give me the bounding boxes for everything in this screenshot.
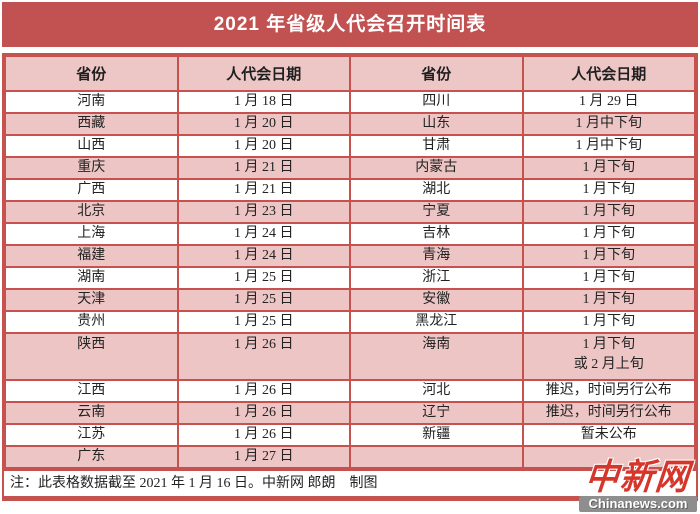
table-row: 江西 1 月 26 日河北 推迟，时间另行公布 [4, 379, 696, 403]
header-date-right: 人代会日期 [521, 55, 696, 92]
header-province-left: 省份 [4, 55, 179, 92]
province-cell: 海南 [349, 332, 524, 381]
table-frame: 省份 人代会日期 省份 人代会日期 河南 1 月 18 日四川 1 月 29 日西藏… [2, 53, 698, 501]
date-cell: 1 月 25 日 [176, 288, 351, 312]
chinanews-logo: 中新网 Chinanews.com [579, 455, 697, 512]
date-cell: 1 月 23 日 [176, 200, 351, 224]
schedule-table: 省份 人代会日期 省份 人代会日期 河南 1 月 18 日四川 1 月 29 日西藏… [4, 55, 696, 469]
province-cell: 江苏 [4, 423, 179, 447]
province-cell: 贵州 [4, 310, 179, 334]
province-cell: 青海 [349, 244, 524, 268]
chinanews-logo-chinese: 中新网 [583, 455, 693, 498]
table-body: 河南 1 月 18 日四川 1 月 29 日西藏 1 月 20 日山东 1 月中下旬 山西… [4, 90, 696, 469]
date-cell: 1 月下旬 [521, 266, 696, 290]
table-row: 山西 1 月 20 日甘肃 1 月中下旬 [4, 134, 696, 158]
date-cell: 1 月 29 日 [521, 90, 696, 114]
province-cell: 江西 [4, 379, 179, 403]
date-cell: 1 月 20 日 [176, 112, 351, 136]
province-cell: 黑龙江 [349, 310, 524, 334]
province-cell [349, 445, 524, 469]
table-row: 北京 1 月 23 日宁夏 1 月下旬 [4, 200, 696, 224]
province-cell: 上海 [4, 222, 179, 246]
date-cell: 推迟，时间另行公布 [521, 401, 696, 425]
date-cell: 1 月下旬 [521, 288, 696, 312]
province-cell: 云南 [4, 401, 179, 425]
table-row: 贵州 1 月 25 日黑龙江 1 月下旬 [4, 310, 696, 334]
province-cell: 新疆 [349, 423, 524, 447]
table-row: 福建 1 月 24 日青海 1 月下旬 [4, 244, 696, 268]
province-cell: 湖北 [349, 178, 524, 202]
table-row: 西藏 1 月 20 日山东 1 月中下旬 [4, 112, 696, 136]
table-row: 广西 1 月 21 日湖北 1 月下旬 [4, 178, 696, 202]
date-cell: 1 月 26 日 [176, 423, 351, 447]
province-cell: 宁夏 [349, 200, 524, 224]
table-row: 河南 1 月 18 日四川 1 月 29 日 [4, 90, 696, 114]
table-row: 天津 1 月 25 日安徽 1 月下旬 [4, 288, 696, 312]
date-cell: 1 月 24 日 [176, 244, 351, 268]
province-cell: 吉林 [349, 222, 524, 246]
date-cell: 1 月 21 日 [176, 178, 351, 202]
header-province-right: 省份 [349, 55, 524, 92]
province-cell: 北京 [4, 200, 179, 224]
province-cell: 西藏 [4, 112, 179, 136]
table-row: 重庆 1 月 21 日内蒙古 1 月下旬 [4, 156, 696, 180]
province-cell: 山西 [4, 134, 179, 158]
date-cell: 1 月 20 日 [176, 134, 351, 158]
page-title: 2021 年省级人代会召开时间表 [2, 2, 698, 47]
province-cell: 河北 [349, 379, 524, 403]
header-row: 省份 人代会日期 省份 人代会日期 [4, 55, 696, 92]
date-cell: 1 月 21 日 [176, 156, 351, 180]
province-cell: 天津 [4, 288, 179, 312]
table-row: 江苏 1 月 26 日新疆 暂未公布 [4, 423, 696, 447]
date-cell: 1 月 26 日 [176, 379, 351, 403]
date-cell: 1 月下旬 [521, 310, 696, 334]
date-cell: 1 月 26 日 [176, 332, 351, 381]
date-cell: 1 月下旬 [521, 156, 696, 180]
province-cell: 甘肃 [349, 134, 524, 158]
table-header: 省份 人代会日期 省份 人代会日期 [4, 55, 696, 92]
province-cell: 河南 [4, 90, 179, 114]
date-cell: 1 月 18 日 [176, 90, 351, 114]
date-cell: 1 月 27 日 [176, 445, 351, 469]
province-cell: 广东 [4, 445, 179, 469]
date-cell: 推迟，时间另行公布 [521, 379, 696, 403]
date-cell: 1 月 24 日 [176, 222, 351, 246]
province-cell: 辽宁 [349, 401, 524, 425]
date-cell: 1 月下旬 或 2 月上旬 [521, 332, 696, 381]
table-row: 广东 1 月 27 日 [4, 445, 696, 469]
footnote: 注：此表格数据截至 2021 年 1 月 16 日。中新网 郎朗 制图 [4, 469, 696, 496]
date-cell: 1 月下旬 [521, 178, 696, 202]
date-cell: 1 月 25 日 [176, 310, 351, 334]
province-cell: 广西 [4, 178, 179, 202]
province-cell: 重庆 [4, 156, 179, 180]
province-cell: 安徽 [349, 288, 524, 312]
date-cell: 1 月下旬 [521, 200, 696, 224]
table-row: 云南 1 月 26 日辽宁 推迟，时间另行公布 [4, 401, 696, 425]
date-cell: 1 月中下旬 [521, 112, 696, 136]
date-cell: 1 月下旬 [521, 244, 696, 268]
province-cell: 山东 [349, 112, 524, 136]
date-cell [521, 445, 696, 469]
province-cell: 福建 [4, 244, 179, 268]
date-cell: 1 月 25 日 [176, 266, 351, 290]
date-cell: 1 月中下旬 [521, 134, 696, 158]
province-cell: 浙江 [349, 266, 524, 290]
province-cell: 四川 [349, 90, 524, 114]
bottom-border-bar [4, 496, 696, 501]
date-cell: 暂未公布 [521, 423, 696, 447]
chinanews-logo-domain: Chinanews.com [579, 496, 697, 512]
province-cell: 湖南 [4, 266, 179, 290]
province-cell: 陕西 [4, 332, 179, 381]
table-row: 上海 1 月 24 日吉林 1 月下旬 [4, 222, 696, 246]
province-cell: 内蒙古 [349, 156, 524, 180]
header-date-left: 人代会日期 [176, 55, 351, 92]
date-cell: 1 月下旬 [521, 222, 696, 246]
table-row: 湖南 1 月 25 日浙江 1 月下旬 [4, 266, 696, 290]
table-row: 陕西 1 月 26 日海南 1 月下旬 或 2 月上旬 [4, 332, 696, 381]
date-cell: 1 月 26 日 [176, 401, 351, 425]
